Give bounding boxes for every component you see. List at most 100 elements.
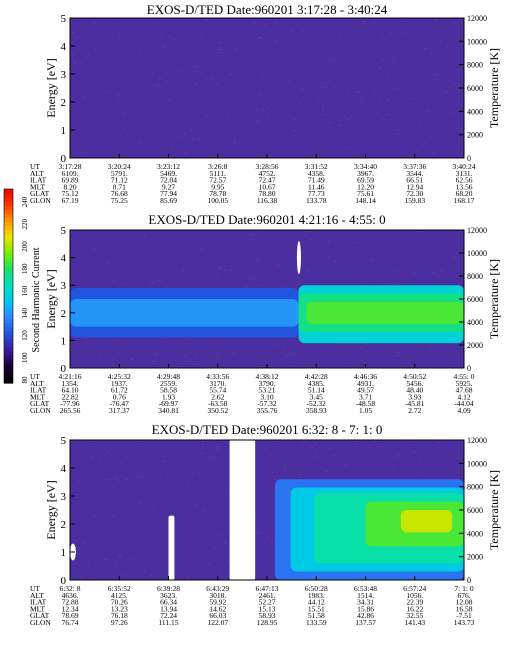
noise-speck <box>82 152 85 154</box>
noise-speck <box>393 456 397 457</box>
noise-speck <box>282 351 284 353</box>
noise-speck <box>89 578 92 579</box>
noise-speck <box>174 495 177 497</box>
table-cell: 77.73 <box>308 189 325 198</box>
noise-speck <box>382 448 384 450</box>
noise-speck <box>118 35 121 37</box>
table-cell: 16.58 <box>456 604 473 613</box>
noise-speck <box>429 135 433 137</box>
noise-speck <box>193 71 195 73</box>
colorbar-segment <box>4 217 13 222</box>
noise-speck <box>165 81 169 83</box>
table-cell: 85.69 <box>160 196 177 205</box>
colorbar-segment <box>4 374 13 380</box>
noise-speck <box>388 349 391 351</box>
noise-speck <box>449 86 452 88</box>
noise-speck <box>104 91 107 93</box>
table-cell: 6:50:28 <box>305 584 328 593</box>
noise-speck <box>113 280 116 282</box>
noise-speck <box>100 357 102 359</box>
table-row-label: GLAT <box>30 611 50 620</box>
noise-speck <box>115 560 119 562</box>
noise-speck <box>424 29 427 31</box>
y-tick-label: 3 <box>61 280 67 292</box>
noise-speck <box>104 549 107 551</box>
noise-speck <box>291 362 294 363</box>
noise-speck <box>72 58 74 60</box>
noise-speck <box>318 101 320 103</box>
noise-speck <box>408 442 411 444</box>
spectrogram-plot <box>70 440 464 580</box>
noise-speck <box>111 515 115 517</box>
noise-speck <box>152 360 155 362</box>
noise-speck <box>439 125 442 127</box>
noise-speck <box>441 354 444 355</box>
table-cell: 4:21:16 <box>59 372 82 381</box>
colorbar-tick-label: 80 <box>21 376 29 384</box>
table-cell: 4.09 <box>457 406 470 415</box>
noise-speck <box>126 486 129 487</box>
noise-speck <box>284 348 286 350</box>
table-cell: 3018. <box>209 591 226 600</box>
noise-speck <box>201 481 203 483</box>
noise-speck <box>169 36 172 38</box>
colorbar: 240 220 200 180 160 140 120 100 80 Second Harmoni… <box>3 188 42 384</box>
noise-speck <box>232 352 236 354</box>
noise-speck <box>88 565 90 567</box>
noise-speck <box>362 99 364 101</box>
colorbar-segment <box>4 213 13 218</box>
table-cell: 3.45 <box>310 392 323 401</box>
table-cell: 3.10 <box>260 392 273 401</box>
table-cell: 44.12 <box>308 598 325 607</box>
noise-speck <box>344 464 347 466</box>
table-cell: 13.94 <box>160 604 177 613</box>
noise-speck <box>259 285 263 287</box>
noise-speck <box>284 465 287 467</box>
table-cell: 69.89 <box>62 176 79 185</box>
noise-speck <box>137 502 141 504</box>
noise-speck <box>362 20 366 22</box>
noise-speck <box>104 148 106 150</box>
noise-speck <box>359 101 363 103</box>
noise-speck <box>369 279 371 281</box>
noise-speck <box>389 32 393 34</box>
table-cell: 76.68 <box>111 189 128 198</box>
y-tick-label: 3 <box>61 69 67 81</box>
table-cell: 5456. <box>406 379 423 388</box>
noise-speck <box>362 445 365 446</box>
colorbar-segment <box>4 294 13 299</box>
table-cell: 9.95 <box>211 182 224 191</box>
noise-speck <box>382 477 384 479</box>
table-cell: 4358. <box>308 169 325 178</box>
noise-speck <box>378 280 380 282</box>
table-cell: 4:29:48 <box>157 372 180 381</box>
noise-speck <box>188 338 191 340</box>
table-cell: 47.68 <box>456 386 473 395</box>
noise-speck <box>251 239 254 241</box>
noise-speck <box>355 445 357 447</box>
table-cell: 3131. <box>456 169 473 178</box>
table-cell: 10.67 <box>259 182 276 191</box>
noise-speck <box>431 53 434 55</box>
noise-speck <box>141 440 143 442</box>
y-tick-label: 5 <box>61 225 67 237</box>
noise-speck <box>183 133 186 135</box>
noise-speck <box>125 478 129 480</box>
table-cell: 6:43:29 <box>206 584 229 593</box>
noise-speck <box>307 231 310 233</box>
table-cell: 52.27 <box>259 598 276 607</box>
noise-speck <box>314 453 317 455</box>
table-cell: 1056. <box>406 591 423 600</box>
noise-speck <box>327 122 331 124</box>
y2-tick-label: 6000 <box>467 84 483 93</box>
table-cell: 3790. <box>259 379 276 388</box>
y2-tick-label: 4000 <box>467 107 483 116</box>
table-cell: 5469. <box>160 169 177 178</box>
colorbar-segment <box>4 370 13 376</box>
noise-speck <box>238 28 240 30</box>
noise-speck <box>327 447 330 449</box>
noise-speck <box>191 360 193 362</box>
noise-speck <box>401 365 403 367</box>
noise-speck <box>349 116 352 118</box>
noise-speck <box>377 446 380 447</box>
